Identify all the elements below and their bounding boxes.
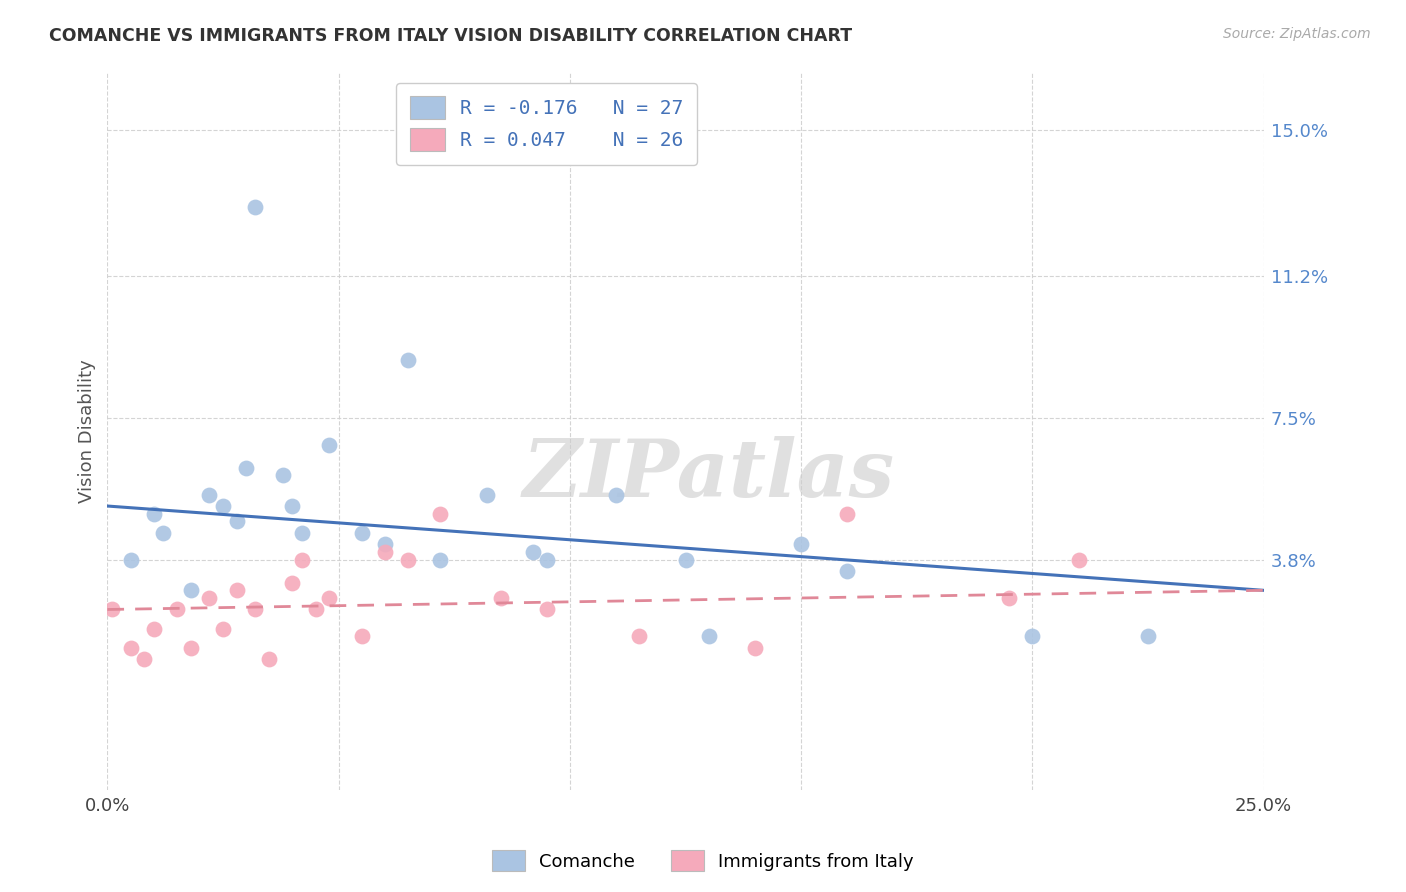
Point xyxy=(291,525,314,540)
Text: Source: ZipAtlas.com: Source: ZipAtlas.com xyxy=(1223,27,1371,41)
Point xyxy=(475,487,498,501)
Point xyxy=(1021,629,1043,643)
Text: COMANCHE VS IMMIGRANTS FROM ITALY VISION DISABILITY CORRELATION CHART: COMANCHE VS IMMIGRANTS FROM ITALY VISION… xyxy=(49,27,852,45)
Point xyxy=(396,353,419,368)
Point xyxy=(142,622,165,636)
Point xyxy=(198,487,221,501)
Legend: R = -0.176   N = 27, R = 0.047    N = 26: R = -0.176 N = 27, R = 0.047 N = 26 xyxy=(396,83,697,164)
Point xyxy=(134,652,156,666)
Point xyxy=(212,499,235,513)
Point xyxy=(605,487,627,501)
Point xyxy=(837,564,859,578)
Point xyxy=(837,507,859,521)
Point xyxy=(291,552,314,566)
Point xyxy=(1067,552,1090,566)
Point xyxy=(180,583,202,598)
Point xyxy=(628,629,651,643)
Legend: Comanche, Immigrants from Italy: Comanche, Immigrants from Italy xyxy=(485,843,921,879)
Point xyxy=(225,583,247,598)
Point xyxy=(318,591,340,605)
Point xyxy=(166,602,188,616)
Point xyxy=(245,200,267,214)
Point xyxy=(374,537,396,551)
Point xyxy=(998,591,1021,605)
Point xyxy=(120,552,142,566)
Point xyxy=(675,552,697,566)
Point xyxy=(152,525,174,540)
Point xyxy=(697,629,720,643)
Point xyxy=(1137,629,1160,643)
Point xyxy=(374,545,396,559)
Point xyxy=(120,640,142,655)
Point xyxy=(235,460,257,475)
Point xyxy=(429,507,451,521)
Point xyxy=(536,602,558,616)
Point xyxy=(259,652,281,666)
Point xyxy=(318,438,340,452)
Point xyxy=(489,591,512,605)
Y-axis label: Vision Disability: Vision Disability xyxy=(79,359,96,503)
Point xyxy=(281,499,304,513)
Point xyxy=(245,602,267,616)
Text: ZIPatlas: ZIPatlas xyxy=(523,435,894,513)
Point xyxy=(350,629,373,643)
Point xyxy=(522,545,544,559)
Point xyxy=(142,507,165,521)
Point xyxy=(225,514,247,528)
Point xyxy=(198,591,221,605)
Point xyxy=(350,525,373,540)
Point xyxy=(744,640,766,655)
Point xyxy=(304,602,326,616)
Point xyxy=(212,622,235,636)
Point xyxy=(281,575,304,590)
Point xyxy=(271,468,294,483)
Point xyxy=(790,537,813,551)
Point xyxy=(396,552,419,566)
Point xyxy=(101,602,124,616)
Point xyxy=(180,640,202,655)
Point xyxy=(536,552,558,566)
Point xyxy=(429,552,451,566)
